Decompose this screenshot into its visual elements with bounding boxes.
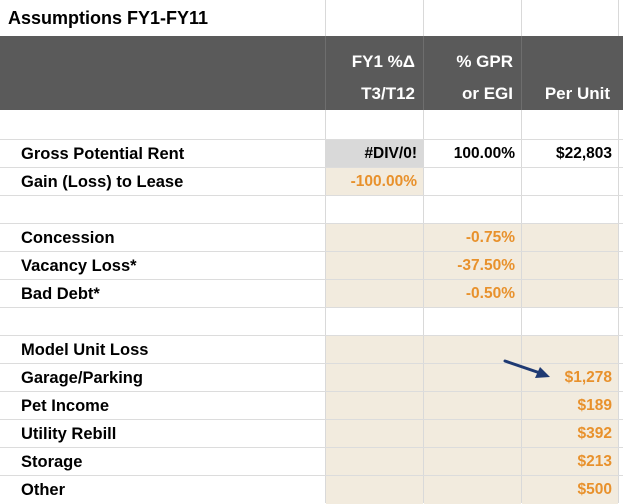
cell-vacancy-pct[interactable]: -37.50% — [424, 252, 521, 280]
cell-garage-fy1-change[interactable] — [326, 364, 423, 392]
cell-pet-pct[interactable] — [424, 392, 521, 420]
cell-other-per-unit[interactable]: $500 — [522, 476, 618, 504]
cell-model-unit-fy1-change[interactable] — [326, 336, 423, 364]
cell-concession-pct[interactable]: -0.75% — [424, 224, 521, 252]
row-label-utility-rebill: Utility Rebill — [21, 425, 117, 443]
cell-vacancy-fy1-change[interactable] — [326, 252, 423, 280]
row-divider — [0, 391, 623, 392]
sheet-title: Assumptions FY1-FY11 — [8, 8, 209, 28]
cell-gain-loss-fy1-change[interactable]: -100.00% — [326, 168, 423, 196]
row-label-storage: Storage — [21, 453, 83, 471]
header-band — [0, 36, 623, 110]
row-label-pet-income: Pet Income — [21, 397, 110, 415]
header-line: FY1 %Δ — [351, 52, 415, 71]
row-label-other: Other — [21, 481, 66, 499]
row-label-bad-debt: Bad Debt* — [21, 285, 100, 303]
header-line: % GPR — [456, 52, 513, 71]
cell-concession-fy1-change[interactable] — [326, 224, 423, 252]
arrow-icon — [503, 359, 550, 378]
cell-bad-debt-fy1-change[interactable] — [326, 280, 423, 308]
header-line: T3/T12 — [361, 84, 415, 103]
header-per-unit[interactable]: Per Unit — [522, 36, 618, 110]
row-divider — [0, 447, 623, 448]
cell-vacancy-per-unit[interactable] — [522, 252, 618, 280]
cell-other-pct[interactable] — [424, 476, 521, 504]
header-divider — [325, 36, 326, 110]
cell-storage-per-unit[interactable]: $213 — [522, 448, 618, 476]
row-label-concession: Concession — [21, 229, 115, 247]
cell-garage-pct[interactable] — [424, 364, 521, 392]
header-line: Per Unit — [544, 84, 610, 103]
row-divider — [0, 195, 623, 196]
row-divider — [0, 307, 623, 308]
header-fy1-change[interactable]: FY1 %Δ T3/T12 — [326, 36, 423, 110]
cell-model-unit-pct[interactable] — [424, 336, 521, 364]
cell-bad-debt-pct[interactable]: -0.50% — [424, 280, 521, 308]
header-divider — [423, 36, 424, 110]
row-label-gross-potential-rent: Gross Potential Rent — [21, 145, 185, 163]
cell-gpr-pct[interactable]: 100.00% — [453, 145, 515, 162]
row-divider — [0, 363, 623, 364]
row-divider — [0, 475, 623, 476]
cell-storage-pct[interactable] — [424, 448, 521, 476]
row-label-garage-parking: Garage/Parking — [21, 369, 143, 387]
cell-utility-per-unit[interactable]: $392 — [522, 420, 618, 448]
header-pct-gpr[interactable]: % GPR or EGI — [424, 36, 521, 110]
cell-model-unit-per-unit[interactable] — [522, 336, 618, 364]
row-divider — [0, 251, 623, 252]
cell-gpr-fy1-change[interactable]: #DIV/0! — [326, 140, 423, 168]
row-divider — [0, 223, 623, 224]
row-divider — [0, 167, 623, 168]
cell-bad-debt-per-unit[interactable] — [522, 280, 618, 308]
header-divider — [521, 36, 522, 110]
row-label-model-unit-loss: Model Unit Loss — [21, 341, 149, 359]
row-divider — [0, 335, 623, 336]
cell-utility-fy1-change[interactable] — [326, 420, 423, 448]
cell-gpr-per-unit[interactable]: $22,803 — [555, 145, 612, 162]
cell-other-fy1-change[interactable] — [326, 476, 423, 504]
row-label-vacancy-loss: Vacancy Loss* — [21, 257, 137, 275]
row-divider — [0, 419, 623, 420]
cell-garage-per-unit[interactable]: $1,278 — [522, 364, 618, 392]
cell-pet-per-unit[interactable]: $189 — [522, 392, 618, 420]
row-label-gain-loss-to-lease: Gain (Loss) to Lease — [21, 173, 184, 191]
row-divider — [0, 139, 623, 140]
row-divider — [0, 279, 623, 280]
cell-storage-fy1-change[interactable] — [326, 448, 423, 476]
cell-utility-pct[interactable] — [424, 420, 521, 448]
cell-concession-per-unit[interactable] — [522, 224, 618, 252]
cell-pet-fy1-change[interactable] — [326, 392, 423, 420]
header-line: or EGI — [461, 84, 513, 103]
